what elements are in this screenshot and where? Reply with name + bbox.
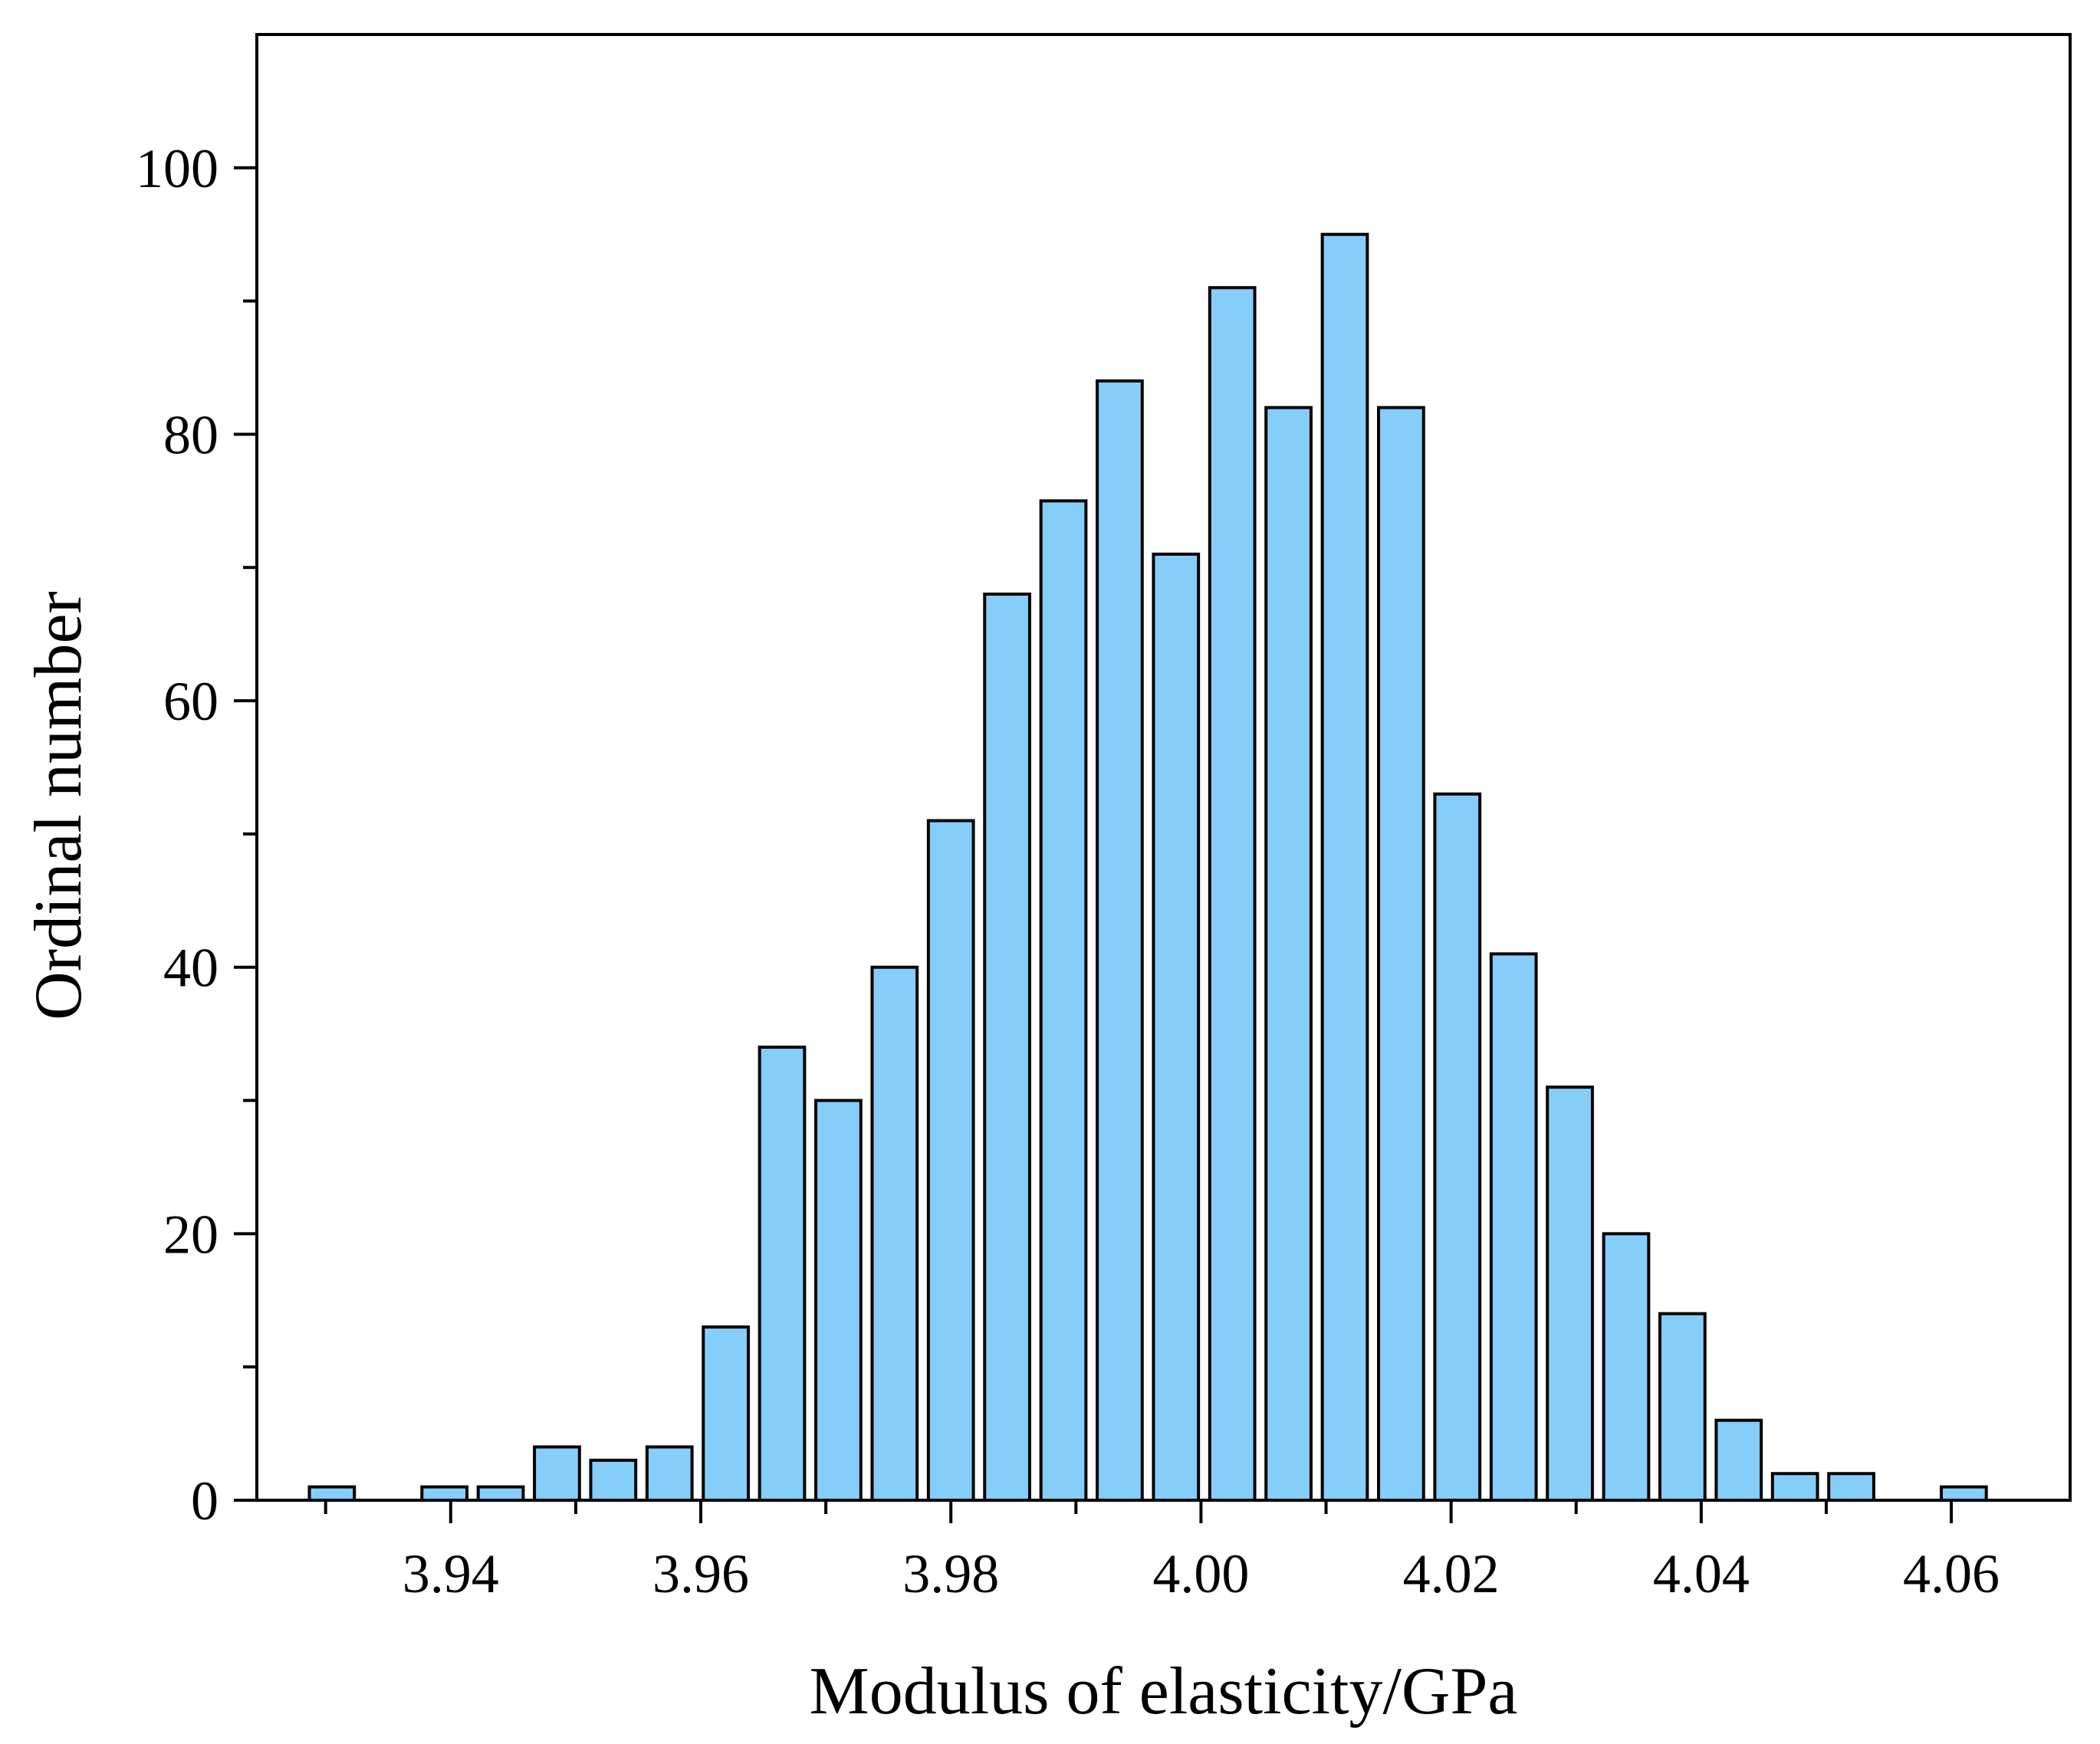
bar-23 <box>1602 1232 1651 1502</box>
bar-8 <box>758 1046 807 1502</box>
x-tick-label: 3.98 <box>902 1543 999 1604</box>
plot-frame <box>255 33 2072 1502</box>
bar-27 <box>1827 1472 1875 1502</box>
bar-22 <box>1546 1085 1594 1503</box>
x-tick-label: 4.00 <box>1152 1543 1249 1604</box>
bar-19 <box>1377 406 1425 1502</box>
x-tick-label: 4.06 <box>1903 1543 2000 1604</box>
x-tick-label: 3.94 <box>403 1543 499 1604</box>
y-tick-label: 100 <box>136 138 219 199</box>
bar-17 <box>1264 406 1313 1502</box>
bar-25 <box>1714 1418 1763 1503</box>
bar-26 <box>1770 1472 1819 1502</box>
bar-3 <box>476 1485 525 1502</box>
y-tick-label: 40 <box>163 938 219 999</box>
x-tick-label: 3.96 <box>652 1543 749 1604</box>
bar-16 <box>1208 286 1257 1503</box>
bar-2 <box>420 1485 469 1502</box>
bar-14 <box>1096 379 1144 1503</box>
bar-18 <box>1320 232 1369 1502</box>
bar-24 <box>1658 1312 1707 1502</box>
tick-labels-group: 3.94 3.96 3.98 4.00 4.02 4.04 4.06 0 20 40 60 80 100 <box>136 138 2000 1604</box>
bars-group <box>307 232 1988 1503</box>
x-axis-title: Modulus of elasticity/GPa <box>810 1654 1518 1729</box>
bar-29 <box>1940 1485 1988 1502</box>
y-tick-label: 20 <box>163 1204 219 1265</box>
bar-7 <box>702 1325 750 1503</box>
bar-13 <box>1039 499 1088 1502</box>
x-tick-label: 4.04 <box>1653 1543 1750 1604</box>
y-tick-label: 80 <box>163 404 219 465</box>
x-tick-label: 4.02 <box>1403 1543 1500 1604</box>
bar-6 <box>645 1445 694 1503</box>
y-axis-title: Ordinal number <box>21 591 96 1020</box>
y-tick-label: 0 <box>191 1470 219 1532</box>
bar-4 <box>533 1445 581 1503</box>
y-tick-label: 60 <box>163 671 219 732</box>
bar-10 <box>870 965 919 1502</box>
bar-12 <box>983 593 1031 1502</box>
bar-5 <box>589 1458 638 1502</box>
bar-0 <box>307 1485 357 1502</box>
bar-21 <box>1489 952 1538 1502</box>
ticks-group <box>234 166 1954 1523</box>
bar-9 <box>814 1099 863 1502</box>
bar-15 <box>1152 552 1201 1503</box>
bar-20 <box>1433 792 1482 1503</box>
bar-11 <box>926 819 975 1502</box>
